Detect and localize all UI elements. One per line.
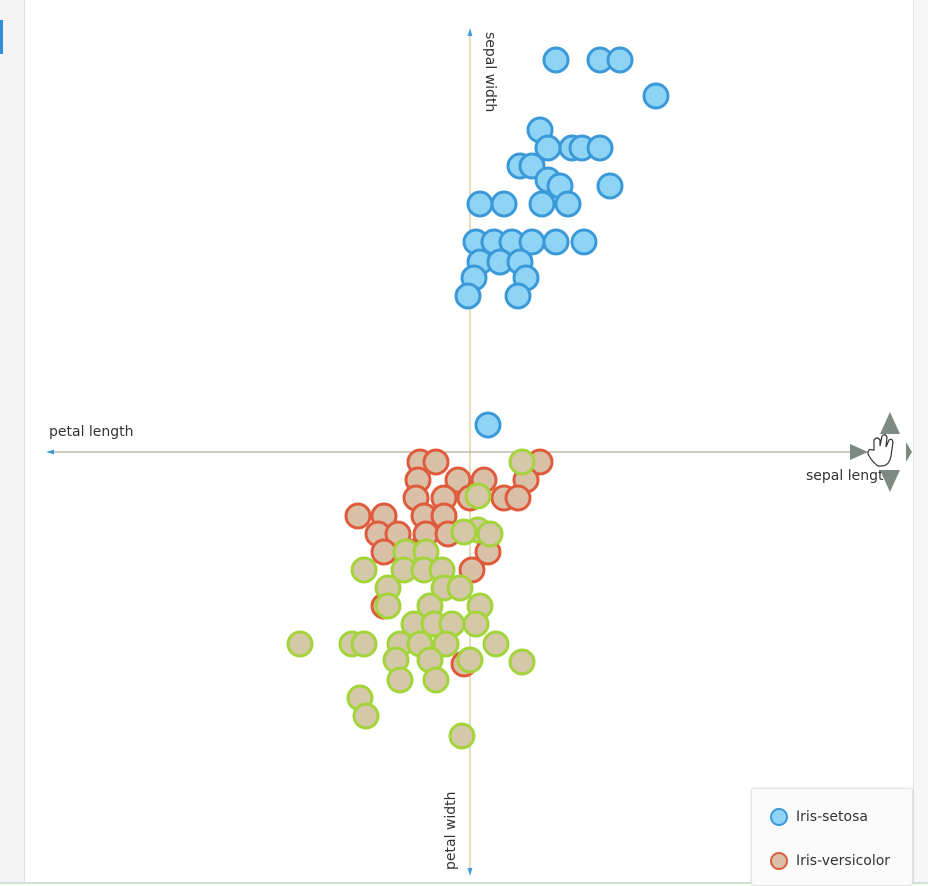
point-iris-virginica-30[interactable]: [456, 646, 484, 674]
axis-label-sepal-length: sepal lengt: [806, 468, 884, 484]
point-iris-virginica-21[interactable]: [286, 630, 314, 658]
legend-swatch-setosa: [770, 808, 788, 826]
point-iris-virginica-4[interactable]: [476, 520, 504, 548]
pan-handle-icon[interactable]: [850, 412, 912, 492]
point-iris-virginica-14[interactable]: [374, 592, 402, 620]
point-iris-virginica-36[interactable]: [448, 722, 476, 750]
point-iris-setosa-30[interactable]: [504, 282, 532, 310]
legend: Iris-setosa Iris-versicolor: [751, 788, 913, 886]
point-iris-virginica-26[interactable]: [432, 630, 460, 658]
point-iris-versicolor-12[interactable]: [344, 502, 372, 530]
point-iris-virginica-1[interactable]: [464, 482, 492, 510]
point-iris-setosa-17[interactable]: [554, 190, 582, 218]
point-iris-setosa-0[interactable]: [542, 46, 570, 74]
bottom-border: [0, 882, 928, 884]
point-iris-setosa-8[interactable]: [586, 134, 614, 162]
left-panel-edge: [0, 0, 25, 884]
point-iris-setosa-22[interactable]: [542, 228, 570, 256]
point-iris-virginica-7[interactable]: [350, 556, 378, 584]
point-iris-virginica-13[interactable]: [446, 574, 474, 602]
axis-label-petal-length: petal length: [49, 424, 134, 440]
point-iris-setosa-29[interactable]: [454, 282, 482, 310]
point-iris-virginica-27[interactable]: [482, 630, 510, 658]
point-iris-setosa-2[interactable]: [606, 46, 634, 74]
left-panel-indicator: [0, 20, 3, 54]
point-iris-virginica-31[interactable]: [508, 648, 536, 676]
axis-label-sepal-width: sepal width: [482, 32, 498, 112]
legend-item-setosa[interactable]: Iris-setosa: [770, 805, 868, 829]
point-iris-virginica-0[interactable]: [508, 448, 536, 476]
point-iris-versicolor-21[interactable]: [370, 538, 398, 566]
point-iris-virginica-32[interactable]: [386, 666, 414, 694]
point-iris-setosa-3[interactable]: [642, 82, 670, 110]
point-iris-virginica-35[interactable]: [352, 702, 380, 730]
point-iris-setosa-31[interactable]: [474, 411, 502, 439]
legend-label-versicolor: Iris-versicolor: [796, 853, 891, 869]
legend-label-setosa: Iris-setosa: [796, 809, 868, 825]
legend-item-versicolor[interactable]: Iris-versicolor: [770, 849, 890, 873]
points-layer: [286, 46, 670, 750]
point-iris-setosa-14[interactable]: [466, 190, 494, 218]
right-scrollbar[interactable]: [913, 0, 928, 884]
point-iris-virginica-20[interactable]: [462, 610, 490, 638]
point-iris-setosa-23[interactable]: [570, 228, 598, 256]
point-iris-setosa-16[interactable]: [528, 190, 556, 218]
point-iris-virginica-33[interactable]: [422, 666, 450, 694]
point-iris-virginica-23[interactable]: [350, 630, 378, 658]
point-iris-setosa-15[interactable]: [490, 190, 518, 218]
point-iris-versicolor-11[interactable]: [504, 484, 532, 512]
axis-label-petal-width: petal width: [443, 792, 459, 871]
point-iris-versicolor-1[interactable]: [422, 448, 450, 476]
legend-swatch-versicolor: [770, 852, 788, 870]
point-iris-virginica-3[interactable]: [450, 518, 478, 546]
point-iris-setosa-13[interactable]: [596, 172, 624, 200]
